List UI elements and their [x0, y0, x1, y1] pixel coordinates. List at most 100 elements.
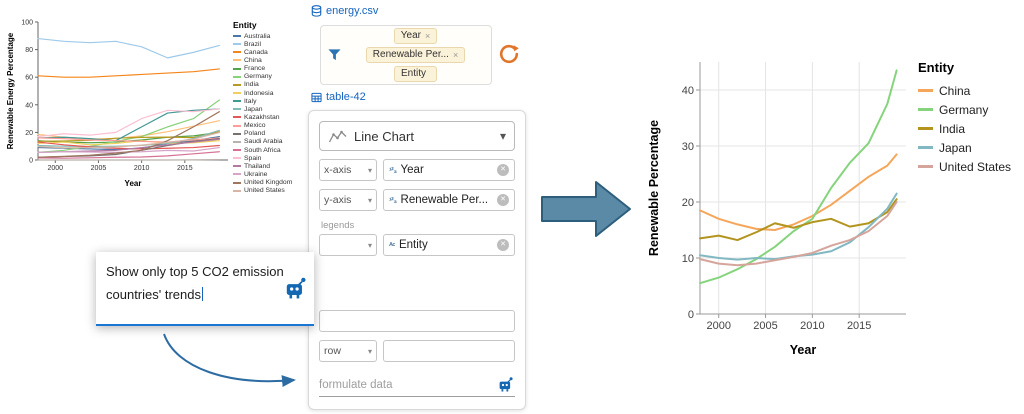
legend-label: France: [244, 65, 266, 73]
ai-robot-icon[interactable]: [283, 276, 309, 302]
legend-swatch: [233, 149, 241, 152]
table-icon: [311, 92, 322, 103]
svg-text:Year: Year: [125, 179, 142, 188]
legend-swatch: [918, 89, 933, 92]
legend-label: Canada: [244, 48, 268, 56]
legend-label: Ukraine: [244, 170, 268, 178]
field-label: Renewable Per...: [400, 194, 489, 206]
legend-item: Kazakhstan: [233, 113, 292, 121]
svg-text:10: 10: [682, 253, 694, 265]
legend-swatch: [233, 67, 241, 70]
nl-prompt-text: Show only top 5 CO2 emission countries' …: [106, 260, 284, 306]
y-axis-field-pill[interactable]: ¹²₃ Renewable Per... ✕: [383, 189, 515, 211]
color-field-pill[interactable]: ᴬᶜ Entity ✕: [383, 234, 515, 256]
legend-title: Entity: [918, 60, 955, 75]
prompt-line-2: countries' trends: [106, 283, 284, 306]
legend-label: Germany: [939, 102, 989, 117]
numeric-type-icon: ¹²₃: [389, 165, 397, 175]
legend-label: Italy: [244, 97, 257, 105]
legend-swatch: [233, 43, 241, 46]
legend-item: Spain: [233, 154, 292, 162]
connector-arrow: [163, 333, 296, 388]
legend-label: Spain: [244, 154, 262, 162]
x-axis-field-pill[interactable]: ¹²₃ Year ✕: [383, 159, 515, 181]
field-pill-entity[interactable]: Entity: [393, 66, 437, 82]
dataset-header[interactable]: energy.csv: [311, 5, 378, 17]
remove-icon[interactable]: ×: [452, 50, 459, 60]
legend-swatch: [233, 132, 241, 135]
legend-swatch: [233, 157, 241, 160]
x-axis-channel-select[interactable]: x-axis ▾: [319, 159, 377, 181]
dataset-name: energy.csv: [326, 5, 379, 17]
line-chart-icon: [328, 129, 348, 144]
svg-text:60: 60: [25, 75, 33, 82]
legend-swatch: [233, 35, 241, 38]
remove-icon[interactable]: ✕: [497, 164, 509, 176]
svg-text:2015: 2015: [847, 320, 871, 332]
legend-item: Italy: [233, 97, 292, 105]
legend-label: Thailand: [244, 162, 271, 170]
legend-swatch: [233, 165, 241, 168]
legend-swatch: [918, 165, 933, 168]
field-pill-year[interactable]: Year ×: [393, 28, 438, 44]
svg-text:40: 40: [25, 102, 33, 109]
legend-label: United States: [939, 159, 1012, 174]
ai-robot-icon[interactable]: [497, 376, 515, 394]
legend-label: Indonesia: [244, 89, 274, 97]
field-pill-label: Entity: [400, 68, 426, 79]
channel-label: x-axis: [324, 164, 352, 176]
row-field-slot[interactable]: [383, 340, 515, 362]
remove-icon[interactable]: ✕: [497, 239, 509, 251]
legend-label: Germany: [244, 73, 272, 81]
legend-item: India: [918, 119, 1011, 138]
legend-swatch: [233, 189, 241, 192]
svg-text:Renewable Energy Percentage: Renewable Energy Percentage: [6, 32, 15, 149]
legend-label: South Africa: [244, 146, 281, 154]
legend-swatch: [233, 83, 241, 86]
remove-icon[interactable]: ×: [424, 31, 431, 41]
svg-text:20: 20: [682, 197, 694, 209]
nl-prompt-popup[interactable]: Show only top 5 CO2 emission countries' …: [96, 252, 314, 326]
funnel-icon: [327, 48, 342, 62]
chevron-down-icon: ▾: [367, 240, 372, 250]
legend-item: France: [233, 65, 292, 73]
legend-label: Mexico: [244, 122, 266, 130]
field-pill-renewable[interactable]: Renewable Per... ×: [365, 47, 466, 63]
fields-box: Year × Renewable Per... × Entity: [320, 25, 492, 85]
table-header[interactable]: table-42: [311, 91, 366, 103]
formulate-data-input[interactable]: [319, 377, 491, 393]
row-channel-select[interactable]: row ▾: [319, 340, 377, 362]
chart-config-panel: Line Chart ▾ x-axis ▾ ¹²₃ Year ✕ y-axis …: [308, 110, 526, 410]
svg-text:40: 40: [682, 85, 694, 97]
svg-text:80: 80: [25, 47, 33, 54]
chevron-down-icon: ▾: [367, 346, 372, 356]
svg-text:2005: 2005: [753, 320, 777, 332]
legend-item: Brazil: [233, 40, 292, 48]
legend-swatch: [233, 116, 241, 119]
column-field-slot[interactable]: [319, 310, 515, 332]
legend-item: India: [233, 81, 292, 89]
remove-icon[interactable]: ✕: [497, 194, 509, 206]
refresh-button[interactable]: [497, 42, 521, 66]
table-name: table-42: [326, 91, 366, 103]
legend-item: Australia: [233, 32, 292, 40]
prompt-line-1: Show only top 5 CO2 emission: [106, 264, 284, 279]
color-channel-select[interactable]: ▾: [319, 234, 377, 256]
legend-item: Poland: [233, 130, 292, 138]
chart-type-select[interactable]: Line Chart ▾: [319, 121, 515, 151]
legend-swatch: [233, 59, 241, 62]
field-pill-label: Renewable Per...: [372, 49, 449, 60]
database-icon: [311, 5, 322, 17]
source-chart-legend: Entity Australia Brazil Canada China France G…: [233, 20, 292, 195]
legend-item: Germany: [918, 100, 1011, 119]
text-cursor: [201, 287, 204, 301]
legend-swatch: [233, 181, 241, 184]
legend-item: South Africa: [233, 146, 292, 154]
svg-text:0: 0: [29, 157, 33, 164]
y-axis-channel-select[interactable]: y-axis ▾: [319, 189, 377, 211]
encoding-row-y: y-axis ▾ ¹²₃ Renewable Per... ✕: [319, 189, 515, 211]
svg-text:2010: 2010: [134, 165, 150, 172]
svg-text:2015: 2015: [177, 165, 193, 172]
legend-item: Germany: [233, 73, 292, 81]
legend-item: Mexico: [233, 122, 292, 130]
